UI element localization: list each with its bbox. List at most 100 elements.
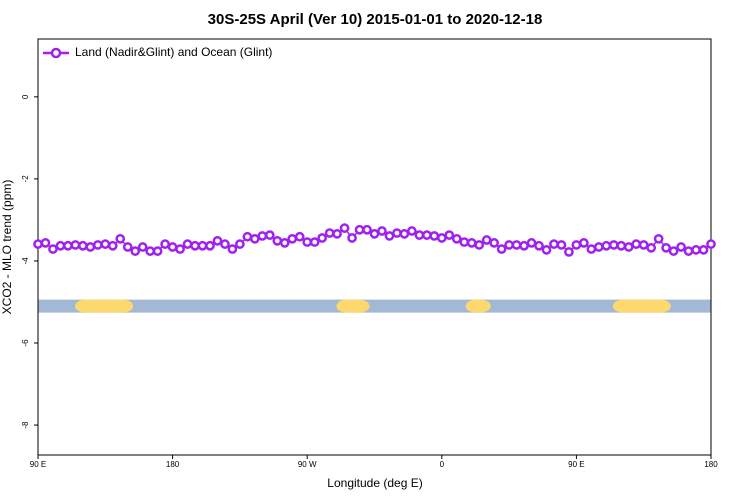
series-point [676, 242, 686, 252]
series-point [107, 240, 118, 251]
series-point [317, 233, 328, 243]
series-point [392, 228, 402, 238]
series-point [451, 233, 462, 244]
series-point [70, 240, 81, 250]
series-point [653, 233, 664, 244]
series-point [85, 242, 96, 252]
series-point [556, 240, 567, 250]
series-point [481, 235, 492, 245]
series-point [579, 238, 589, 248]
series-point [496, 244, 507, 254]
series-point [646, 242, 657, 253]
series-point [429, 231, 440, 241]
x-tick-label: 90 W [298, 460, 317, 469]
x-tick-label: 90 E [30, 460, 46, 469]
series-point [511, 240, 522, 250]
x-axis-label: Longitude (deg E) [327, 476, 422, 490]
series-point [489, 238, 499, 248]
series-point [279, 238, 290, 248]
series-point [706, 239, 716, 249]
series-point [354, 224, 365, 235]
series-point [623, 242, 634, 252]
y-tick-label: -2 [21, 175, 30, 183]
series-point [339, 223, 350, 233]
series-point [152, 246, 163, 256]
series-point [399, 229, 410, 239]
x-tick-label: 180 [704, 460, 718, 469]
series-point [549, 239, 559, 249]
series-point [145, 246, 156, 256]
series-point [55, 240, 66, 251]
land-segment [336, 299, 370, 313]
series-point [130, 246, 141, 256]
series-point [167, 242, 178, 252]
series-point [212, 235, 223, 246]
x-tick-label: 180 [166, 460, 180, 469]
legend-label: Land (Nadir&Glint) and Ocean (Glint) [75, 45, 272, 59]
series-point [683, 246, 694, 256]
y-tick-label: -6 [21, 339, 30, 347]
series-point [324, 228, 335, 238]
series-point [272, 235, 283, 246]
series-point [593, 242, 604, 252]
series-point [137, 242, 148, 252]
legend-marker [50, 47, 62, 59]
series-point [362, 224, 372, 235]
series-point [235, 239, 245, 249]
series-point [250, 233, 260, 244]
series-point [369, 229, 380, 239]
series-point [384, 231, 395, 241]
series-point [421, 230, 432, 240]
series-point [197, 240, 208, 251]
series-point [698, 245, 709, 255]
y-tick-label: 0 [21, 94, 30, 99]
series-point [160, 239, 170, 249]
series-point [616, 240, 627, 251]
series-point [601, 240, 612, 251]
series-point [205, 240, 215, 251]
series-point [347, 233, 357, 243]
series-point [182, 239, 193, 249]
series-point [48, 244, 58, 254]
series-point [78, 240, 88, 251]
series-point [436, 233, 447, 243]
series-point [608, 240, 619, 250]
series-point [444, 230, 455, 240]
series-point [571, 240, 582, 250]
series-point [586, 244, 597, 254]
x-tick-label: 0 [440, 460, 445, 469]
series-point [175, 244, 185, 254]
series-point [40, 238, 51, 248]
series-point [541, 245, 552, 255]
series-point [564, 247, 574, 257]
y-axis-label: XCO2 - MLO trend (ppm) [0, 180, 14, 315]
land-segment [75, 299, 134, 313]
series-point [691, 245, 701, 255]
series-point [294, 231, 305, 242]
y-tick-label: -8 [21, 421, 30, 429]
y-tick-label: -4 [21, 257, 30, 265]
series-point [526, 238, 537, 248]
series-point [302, 237, 313, 247]
series-point [407, 226, 417, 236]
series-point [638, 240, 649, 250]
series-point [474, 240, 485, 250]
series-point [309, 237, 320, 247]
series-point [100, 239, 111, 249]
series-point [377, 226, 387, 236]
land-segment [465, 299, 491, 313]
land-segment [612, 299, 671, 313]
series-point [92, 240, 103, 250]
series-point [63, 240, 73, 251]
series-point [534, 240, 544, 251]
x-tick-label: 90 E [568, 460, 584, 469]
series-point [287, 233, 298, 244]
series-point [668, 246, 679, 256]
series-point [504, 240, 514, 250]
series-point [459, 237, 470, 247]
series-point [242, 231, 253, 242]
series-point [122, 242, 133, 252]
series-point [190, 240, 200, 251]
series-point [332, 229, 342, 239]
